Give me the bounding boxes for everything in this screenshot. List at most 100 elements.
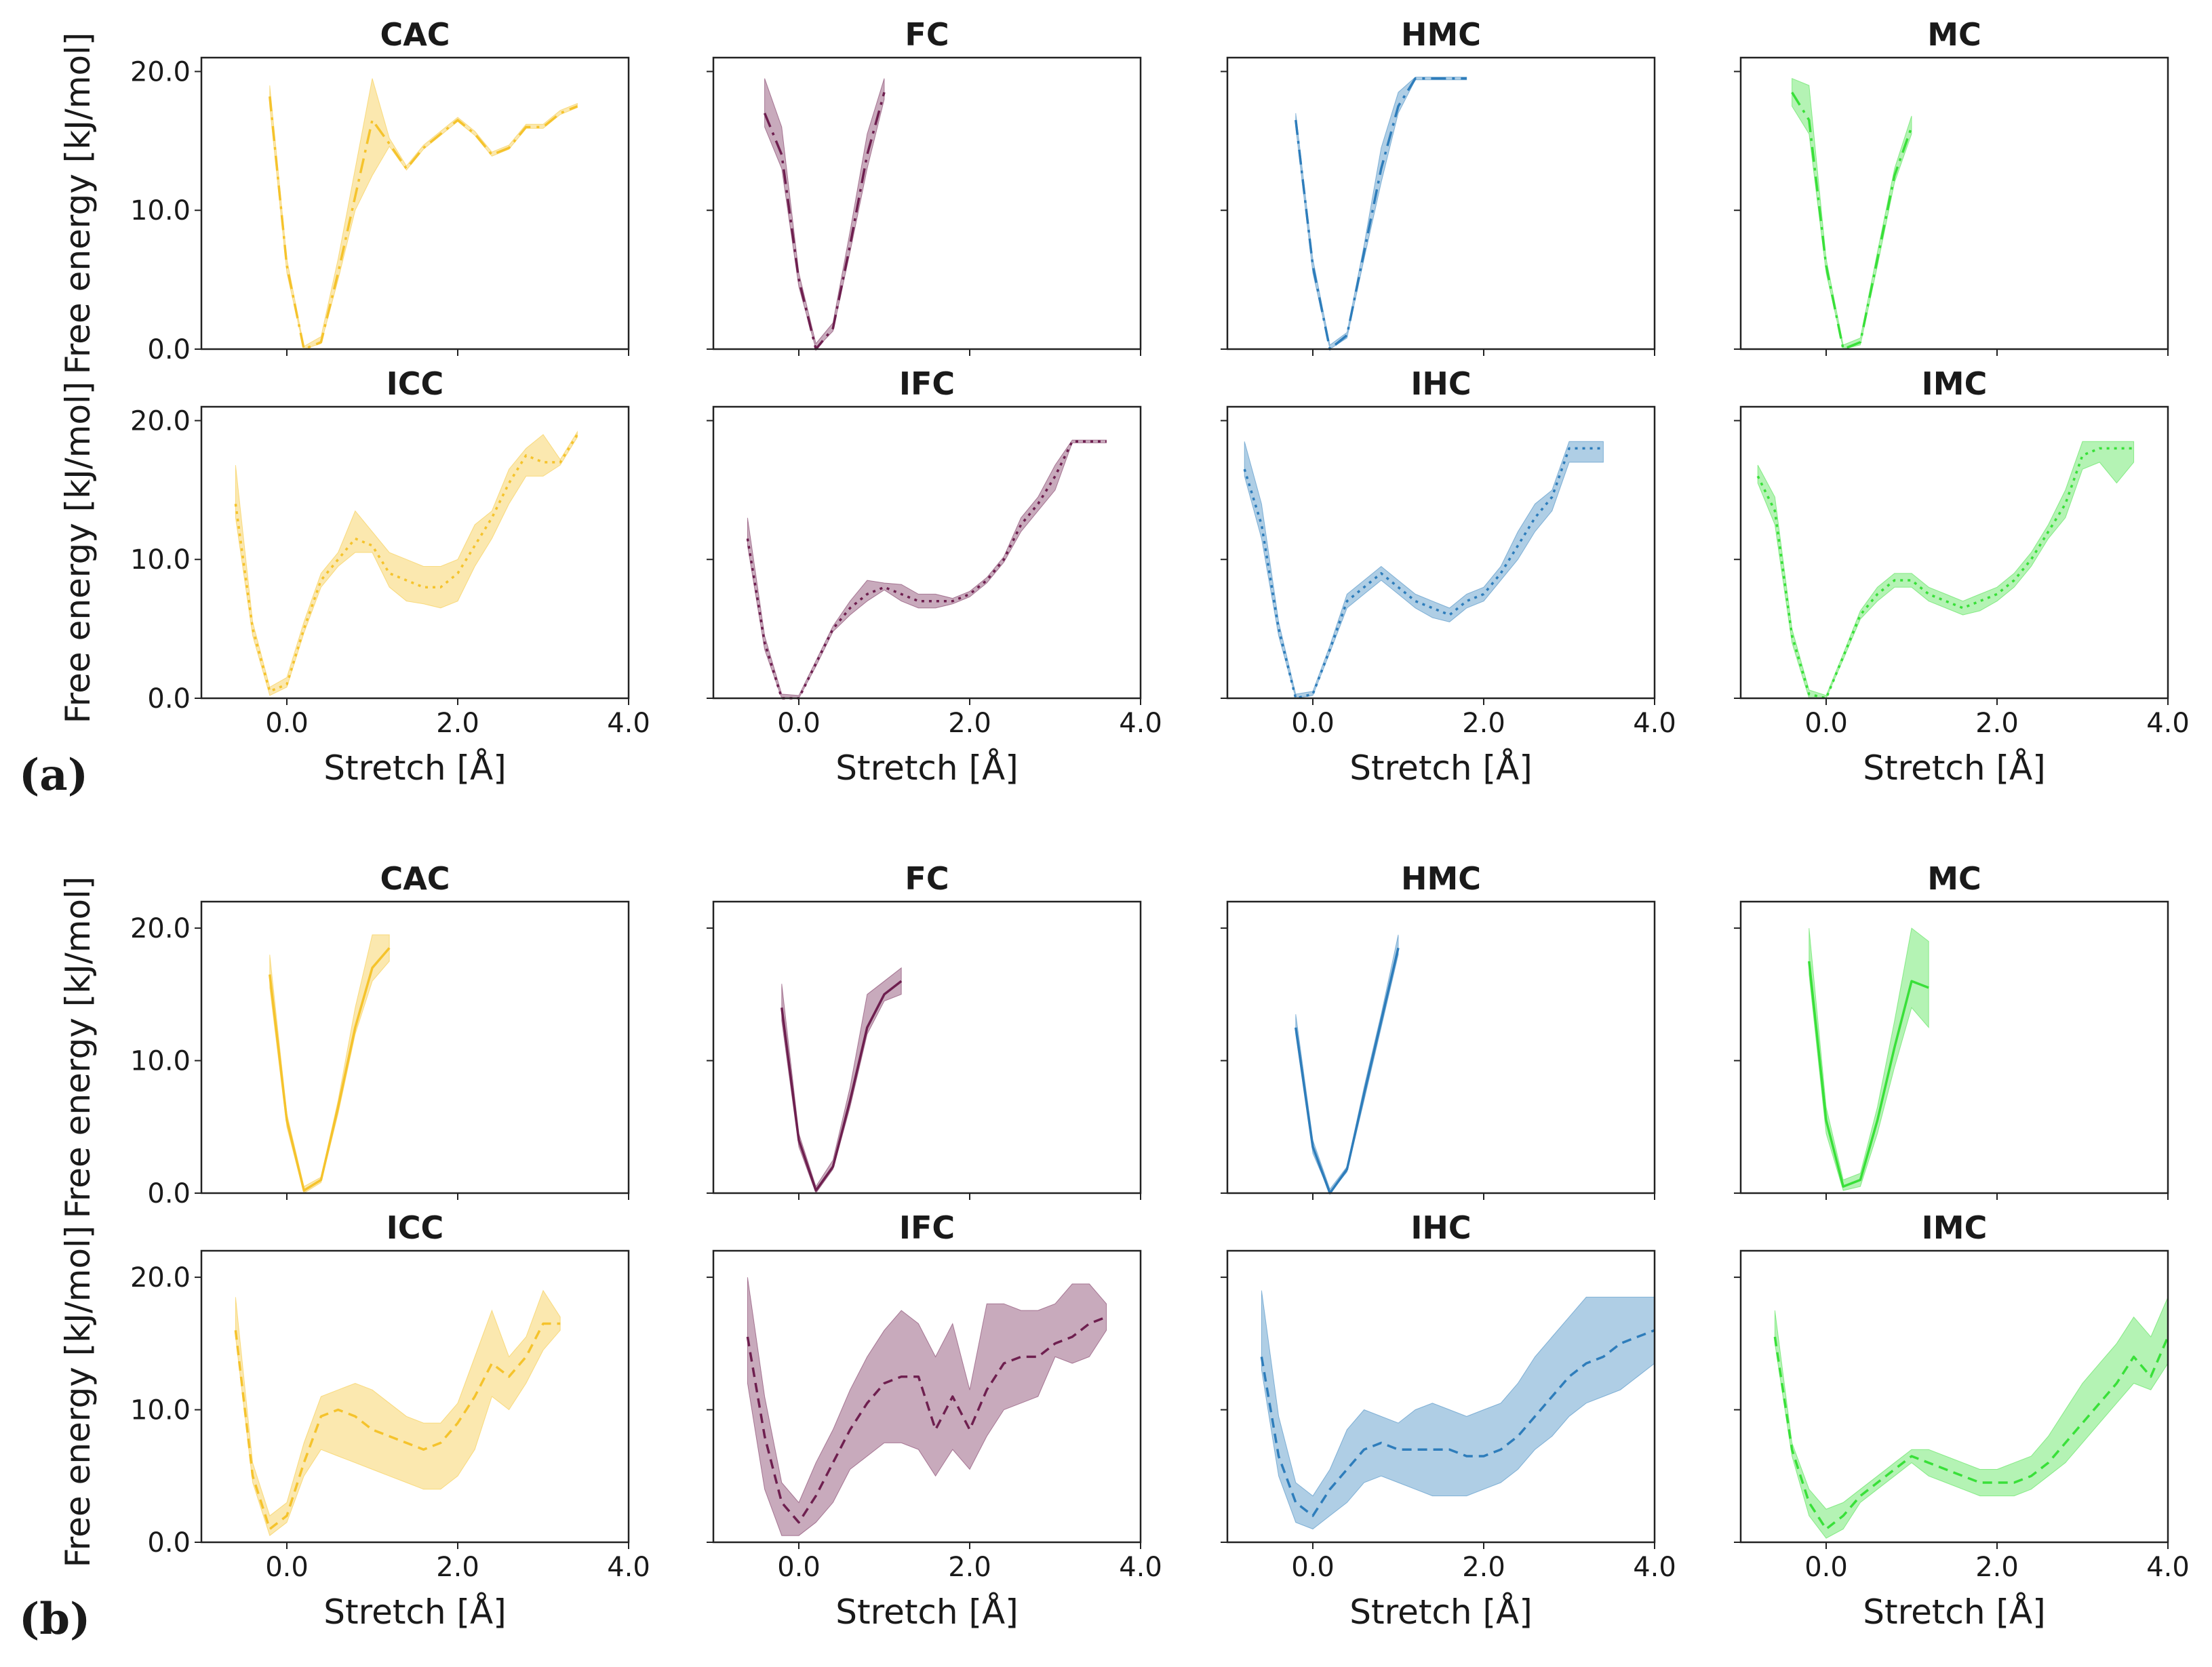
plot-frame-a-ihc <box>1226 405 1656 700</box>
subplot-b-icc: ICC 0.0 10.0 20.0 0.0 2.0 4.0 Stretch [Å] Free e… <box>58 1209 650 1632</box>
subplot-a-imc: IMC 0.0 2.0 4.0 Stretch [Å] <box>1734 365 2190 788</box>
mean-line-b-hmc <box>1295 948 1400 1194</box>
subplot-title-b-imc: IMC <box>1922 1209 1988 1246</box>
y-tick-label-b-icc-1: 10.0 <box>130 1395 191 1426</box>
x-tick-label-a-ihc-1: 2.0 <box>1462 708 1505 739</box>
band-b-fc <box>781 967 902 1194</box>
subplot-title-a-ifc: IFC <box>899 365 955 402</box>
subplot-b-hmc: HMC <box>1221 860 1656 1200</box>
plot-frame-a-ifc <box>712 405 1142 700</box>
x-tick-label-b-imc-2: 4.0 <box>2146 1552 2190 1583</box>
x-tick-label-a-imc-1: 2.0 <box>1975 708 2019 739</box>
plot-frame-a-cac <box>200 56 630 350</box>
y-tick-label-b-icc-2: 20.0 <box>130 1262 191 1293</box>
subplot-b-ifc: IFC 0.0 2.0 4.0 Stretch [Å] <box>707 1209 1162 1632</box>
subplot-title-a-ihc: IHC <box>1410 365 1471 402</box>
plot-frame-a-imc <box>1739 405 2169 700</box>
band-b-icc <box>235 1289 561 1537</box>
y-tick-label-a-cac-1: 10.0 <box>130 195 191 226</box>
band-b-mc <box>1809 927 1929 1191</box>
band-a-ihc <box>1244 441 1604 699</box>
mean-line-a-icc <box>234 434 578 693</box>
x-tick-label-b-imc-1: 2.0 <box>1975 1552 2019 1583</box>
subplot-b-fc: FC <box>707 860 1142 1200</box>
y-axis-label-a-icc: Free energy [kJ/mol] <box>58 382 98 724</box>
band-b-hmc <box>1295 934 1399 1194</box>
x-tick-label-b-ihc-2: 4.0 <box>1633 1552 1676 1583</box>
x-axis-label-a-imc: Stretch [Å] <box>1863 748 2045 788</box>
subplot-title-a-cac: CAC <box>380 16 450 53</box>
x-axis-label-b-imc: Stretch [Å] <box>1863 1592 2045 1632</box>
x-axis-label-b-ihc: Stretch [Å] <box>1349 1592 1532 1632</box>
x-tick-label-b-icc-2: 4.0 <box>607 1552 650 1583</box>
mean-line-a-ihc <box>1243 447 1604 700</box>
subplot-title-b-icc: ICC <box>387 1209 444 1246</box>
x-axis-label-a-ifc: Stretch [Å] <box>835 748 1018 788</box>
subplot-title-a-hmc: HMC <box>1401 16 1481 53</box>
plot-frame-b-ihc <box>1226 1249 1656 1544</box>
panel-label-b: (b) <box>19 1594 90 1645</box>
subplot-a-ifc: IFC 0.0 2.0 4.0 Stretch [Å] <box>707 365 1162 788</box>
x-axis-label-b-ifc: Stretch [Å] <box>835 1592 1018 1632</box>
mean-line-a-fc <box>763 92 886 350</box>
mean-line-b-ifc <box>746 1316 1107 1524</box>
subplot-title-a-imc: IMC <box>1922 365 1988 402</box>
plot-frame-b-imc <box>1739 1249 2169 1544</box>
mean-line-a-ifc <box>746 440 1107 700</box>
subplot-title-b-fc: FC <box>905 860 949 897</box>
x-tick-label-b-ihc-1: 2.0 <box>1462 1552 1505 1583</box>
mean-line-b-cac <box>269 947 391 1192</box>
subplot-a-fc: FC <box>707 16 1142 356</box>
plot-frame-a-hmc <box>1226 56 1656 350</box>
y-tick-label-a-cac-0: 0.0 <box>147 334 191 365</box>
x-tick-label-a-icc-2: 4.0 <box>607 708 650 739</box>
subplot-a-hmc: HMC <box>1221 16 1656 356</box>
x-tick-label-b-ifc-2: 4.0 <box>1119 1552 1162 1583</box>
y-tick-label-b-icc-0: 0.0 <box>147 1527 191 1559</box>
plot-frame-b-fc <box>712 900 1142 1194</box>
plot-frame-a-mc <box>1739 56 2169 350</box>
x-tick-label-b-ifc-0: 0.0 <box>777 1552 821 1583</box>
y-tick-label-a-cac-2: 20.0 <box>130 56 191 87</box>
subplot-title-a-mc: MC <box>1927 16 1981 53</box>
x-tick-label-b-icc-0: 0.0 <box>265 1552 309 1583</box>
plot-frame-a-fc <box>712 56 1142 350</box>
subplot-a-mc: MC <box>1734 16 2169 356</box>
subplot-a-icc: ICC 0.0 10.0 20.0 0.0 2.0 4.0 Stretch [Å] Free e… <box>58 365 650 788</box>
x-tick-label-b-icc-1: 2.0 <box>436 1552 479 1583</box>
x-tick-label-a-icc-1: 2.0 <box>436 708 479 739</box>
mean-line-b-fc <box>781 980 903 1192</box>
subplot-a-cac: CAC 0.0 10.0 20.0 Free energy [kJ/mol] <box>58 16 630 374</box>
y-axis-label-b-cac: Free energy [kJ/mol] <box>58 877 98 1219</box>
band-a-hmc <box>1295 77 1467 350</box>
subplot-b-mc: MC <box>1734 860 2169 1200</box>
mean-line-a-hmc <box>1295 77 1467 350</box>
mean-line-b-ihc <box>1260 1329 1655 1517</box>
subplot-title-a-fc: FC <box>905 16 949 53</box>
y-tick-label-b-cac-2: 20.0 <box>130 913 191 944</box>
x-tick-label-a-imc-0: 0.0 <box>1804 708 1848 739</box>
y-tick-label-a-icc-1: 10.0 <box>130 544 191 576</box>
subplot-a-ihc: IHC 0.0 2.0 4.0 Stretch [Å] <box>1221 365 1676 788</box>
x-tick-label-a-ifc-1: 2.0 <box>948 708 991 739</box>
subplot-title-a-icc: ICC <box>387 365 444 402</box>
x-tick-label-a-ihc-2: 4.0 <box>1633 708 1676 739</box>
subplot-title-b-cac: CAC <box>380 860 450 897</box>
subplot-b-cac: CAC 0.0 10.0 20.0 Free energy [kJ/mol] <box>58 860 630 1219</box>
subplot-b-imc: IMC 0.0 2.0 4.0 Stretch [Å] <box>1734 1209 2190 1632</box>
band-a-imc <box>1757 441 2135 699</box>
mean-line-b-imc <box>1773 1336 2169 1531</box>
plot-frame-a-icc <box>200 405 630 700</box>
y-tick-label-a-icc-0: 0.0 <box>147 683 191 715</box>
plot-frame-b-ifc <box>712 1249 1142 1544</box>
y-axis-label-b-icc: Free energy [kJ/mol] <box>58 1226 98 1568</box>
mean-line-a-cac <box>269 96 578 350</box>
y-tick-label-b-cac-1: 10.0 <box>130 1046 191 1077</box>
subplot-b-ihc: IHC 0.0 2.0 4.0 Stretch [Å] <box>1221 1209 1676 1632</box>
mean-line-b-mc <box>1808 961 1929 1188</box>
x-axis-label-b-icc: Stretch [Å] <box>323 1592 506 1632</box>
x-tick-label-a-ifc-2: 4.0 <box>1119 708 1162 739</box>
x-tick-label-a-imc-2: 4.0 <box>2146 708 2190 739</box>
band-a-fc <box>764 78 885 350</box>
